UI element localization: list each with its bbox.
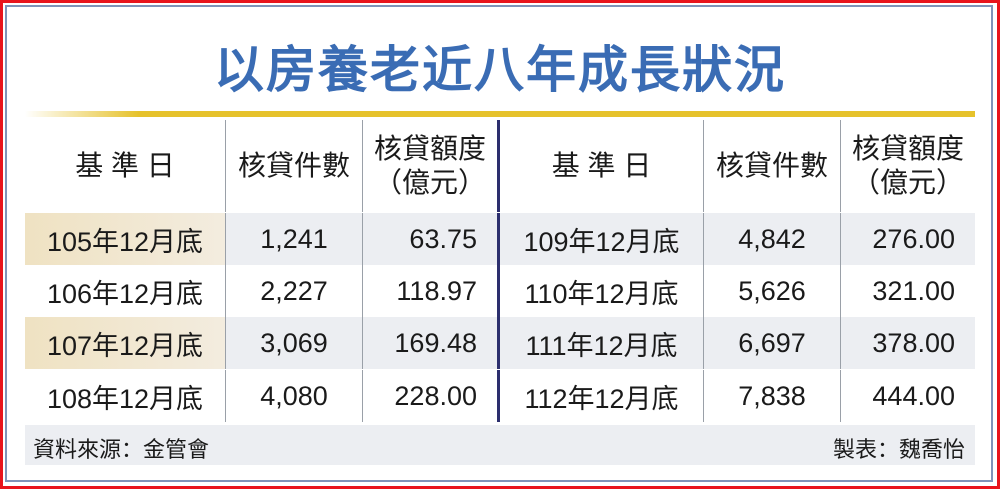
header-amount: 核貸額度 （億元）: [362, 120, 497, 212]
credit-note: 製表：魏喬怡: [832, 437, 965, 462]
date-cell: 108年12月底: [46, 383, 204, 414]
date-cell: 111年12月底: [497, 317, 703, 369]
header-amount-label: 核貸額度: [373, 133, 486, 164]
count-cell: 6,697: [703, 317, 840, 369]
amount-cell: 276.00: [840, 213, 975, 265]
header-row: 基 準 日 核貸件數 核貸額度 （億元） 基 準 日 核貸件數 核貸額度 （億元）: [25, 120, 975, 212]
header-amount-unit: （億元）: [373, 167, 486, 198]
header-amount-2: 核貸額度 （億元）: [840, 120, 975, 212]
amount-cell: 321.00: [840, 265, 975, 317]
count-cell: 2,227: [225, 265, 362, 317]
amount-cell: 169.48: [362, 317, 497, 369]
date-cell: 105年12月底: [25, 213, 225, 265]
table-row: 106年12月底 2,227 118.97 110年12月底 5,626 321.00: [25, 265, 975, 317]
amount-cell: 444.00: [840, 370, 975, 422]
count-cell: 1,241: [225, 213, 362, 265]
date-cell: 107年12月底: [25, 317, 225, 369]
title-underline: [25, 111, 975, 117]
count-cell: 4,842: [703, 213, 840, 265]
date-cell: 112年12月底: [497, 370, 703, 422]
amount-cell: 378.00: [840, 317, 975, 369]
source-note: 資料來源：金管會: [33, 437, 210, 462]
table-row: 107年12月底 3,069 169.48 111年12月底 6,697 378.00: [25, 317, 975, 369]
header-amount-label-2: 核貸額度: [851, 133, 964, 164]
amount-cell: 63.75: [362, 213, 497, 265]
date-cell: 106年12月底: [46, 278, 204, 309]
count-cell: 4,080: [225, 370, 362, 422]
chart-title: 以房養老近八年成長狀況: [214, 42, 786, 98]
amount-cell: 118.97: [362, 265, 497, 317]
amount-cell: 228.00: [362, 370, 497, 422]
count-cell: 5,626: [703, 265, 840, 317]
count-cell: 7,838: [703, 370, 840, 422]
date-cell: 110年12月底: [497, 265, 703, 317]
header-amount-unit-2: （億元）: [851, 167, 964, 198]
header-count-2: 核貸件數: [703, 120, 840, 212]
header-date-2: 基 準 日: [497, 120, 703, 212]
table-row: 105年12月底 1,241 63.75 109年12月底 4,842 276.00: [25, 213, 975, 265]
table-row: 108年12月底 4,080 228.00 112年12月底 7,838 444.00: [25, 370, 975, 422]
footer: 資料來源：金管會 製表：魏喬怡: [25, 425, 975, 465]
header-date: 基 準 日: [75, 150, 175, 181]
count-cell: 3,069: [225, 317, 362, 369]
date-cell: 109年12月底: [497, 213, 703, 265]
header-count: 核貸件數: [225, 120, 362, 212]
